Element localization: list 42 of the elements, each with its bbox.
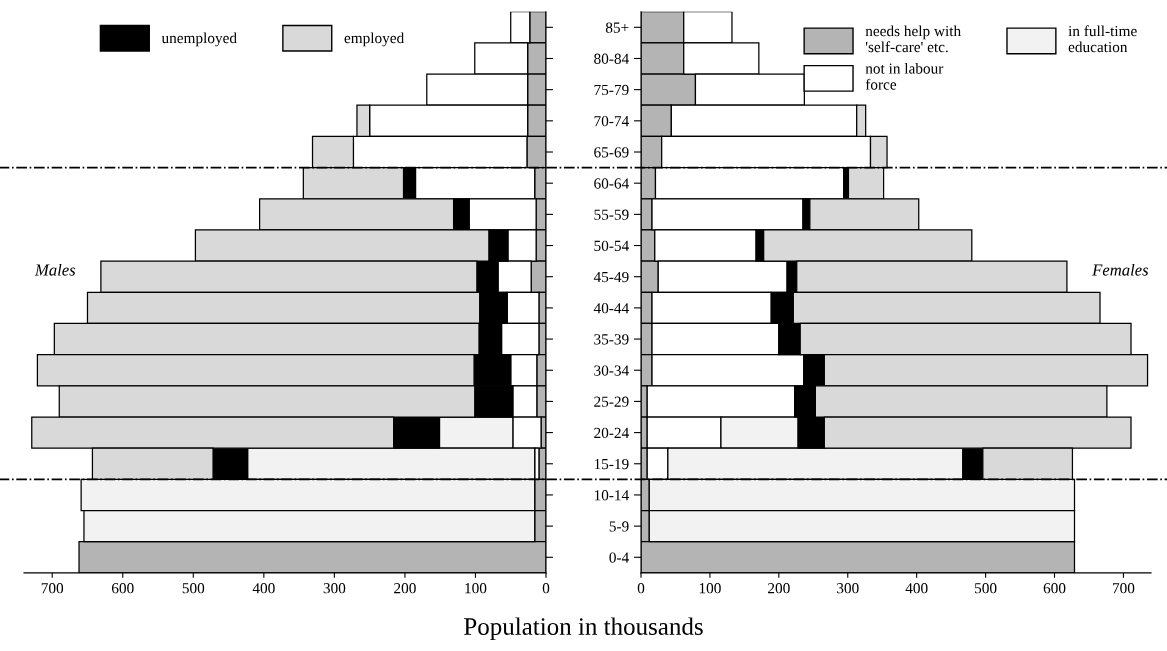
x-tick-label: 0 bbox=[637, 583, 645, 594]
y-tick-label: 65-69 bbox=[594, 147, 629, 158]
x-tick-label: 200 bbox=[394, 583, 416, 594]
x-tick-label: 400 bbox=[252, 583, 275, 594]
y-tick-label: 20-24 bbox=[594, 427, 629, 439]
legend-label: in full-time education bbox=[1068, 25, 1137, 53]
x-tick-label: 600 bbox=[111, 583, 134, 594]
y-tick-label: 40-44 bbox=[593, 303, 629, 314]
x-tick-label: 100 bbox=[465, 583, 487, 594]
y-tick-label: 35-39 bbox=[594, 334, 629, 345]
x-tick-label: 100 bbox=[699, 583, 721, 594]
x-tick-label: 600 bbox=[1043, 583, 1066, 594]
y-tick-label: 60-64 bbox=[594, 178, 629, 189]
legend-label: needs help with 'self-care' etc. bbox=[865, 25, 961, 53]
x-tick-label: 500 bbox=[182, 583, 205, 594]
x-tick-label: 700 bbox=[1112, 583, 1135, 594]
x-tick-label: 0 bbox=[542, 583, 550, 594]
x-tick-label: 700 bbox=[41, 583, 64, 594]
annotation: Males bbox=[34, 263, 76, 276]
x-tick-label: 300 bbox=[837, 583, 859, 594]
y-tick-label: 85+ bbox=[605, 22, 629, 33]
x-tick-label: 300 bbox=[323, 583, 346, 594]
y-tick-label: 5-9 bbox=[609, 521, 629, 532]
y-tick-label: 10-14 bbox=[594, 490, 629, 501]
y-tick-label: 50-54 bbox=[594, 240, 629, 251]
y-tick-label: 80-84 bbox=[594, 53, 629, 64]
y-tick-label: 15-19 bbox=[594, 458, 629, 470]
y-tick-label: 45-49 bbox=[593, 271, 629, 283]
y-tick-label: 30-34 bbox=[594, 365, 629, 376]
legend-label: not in labour force bbox=[865, 62, 944, 90]
y-tick-label: 0-4 bbox=[609, 552, 629, 563]
x-tick-label: 200 bbox=[768, 583, 790, 594]
legend-label: employed bbox=[344, 32, 405, 47]
annotation: Females bbox=[1092, 263, 1149, 276]
x-tick-label: 500 bbox=[975, 583, 997, 594]
y-tick-label: 70-74 bbox=[594, 115, 629, 127]
y-tick-label: 25-29 bbox=[594, 396, 629, 407]
y-tick-label: 55-59 bbox=[594, 209, 629, 220]
x-tick-label: 400 bbox=[905, 583, 928, 594]
legend-label: unemployed bbox=[161, 32, 237, 47]
x-axis-title: Population in thousands bbox=[464, 617, 703, 641]
y-tick-label: 75-79 bbox=[594, 84, 629, 96]
